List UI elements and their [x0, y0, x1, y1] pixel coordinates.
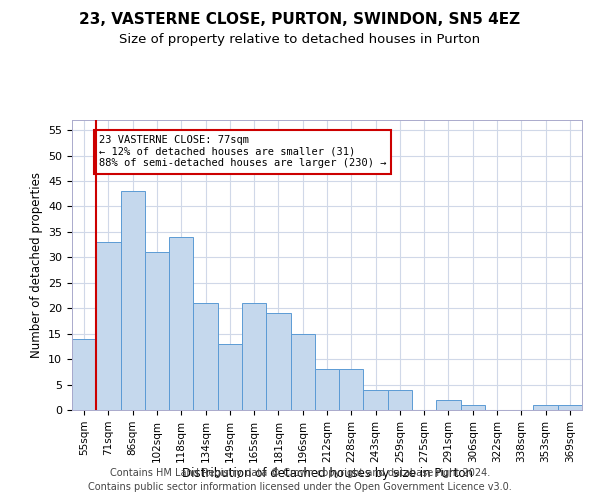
- X-axis label: Distribution of detached houses by size in Purton: Distribution of detached houses by size …: [182, 468, 473, 480]
- Bar: [533, 405, 558, 410]
- Bar: [388, 390, 412, 410]
- Bar: [339, 370, 364, 410]
- Bar: [266, 314, 290, 410]
- Text: Contains public sector information licensed under the Open Government Licence v3: Contains public sector information licen…: [88, 482, 512, 492]
- Bar: [145, 252, 169, 410]
- Bar: [364, 390, 388, 410]
- Text: Size of property relative to detached houses in Purton: Size of property relative to detached ho…: [119, 32, 481, 46]
- Bar: [72, 339, 96, 410]
- Bar: [290, 334, 315, 410]
- Bar: [461, 405, 485, 410]
- Text: 23 VASTERNE CLOSE: 77sqm
← 12% of detached houses are smaller (31)
88% of semi-d: 23 VASTERNE CLOSE: 77sqm ← 12% of detach…: [99, 136, 386, 168]
- Bar: [315, 370, 339, 410]
- Y-axis label: Number of detached properties: Number of detached properties: [29, 172, 43, 358]
- Bar: [193, 303, 218, 410]
- Bar: [96, 242, 121, 410]
- Text: Contains HM Land Registry data © Crown copyright and database right 2024.: Contains HM Land Registry data © Crown c…: [110, 468, 490, 477]
- Bar: [169, 237, 193, 410]
- Bar: [121, 191, 145, 410]
- Bar: [436, 400, 461, 410]
- Bar: [242, 303, 266, 410]
- Bar: [218, 344, 242, 410]
- Bar: [558, 405, 582, 410]
- Text: 23, VASTERNE CLOSE, PURTON, SWINDON, SN5 4EZ: 23, VASTERNE CLOSE, PURTON, SWINDON, SN5…: [79, 12, 521, 28]
